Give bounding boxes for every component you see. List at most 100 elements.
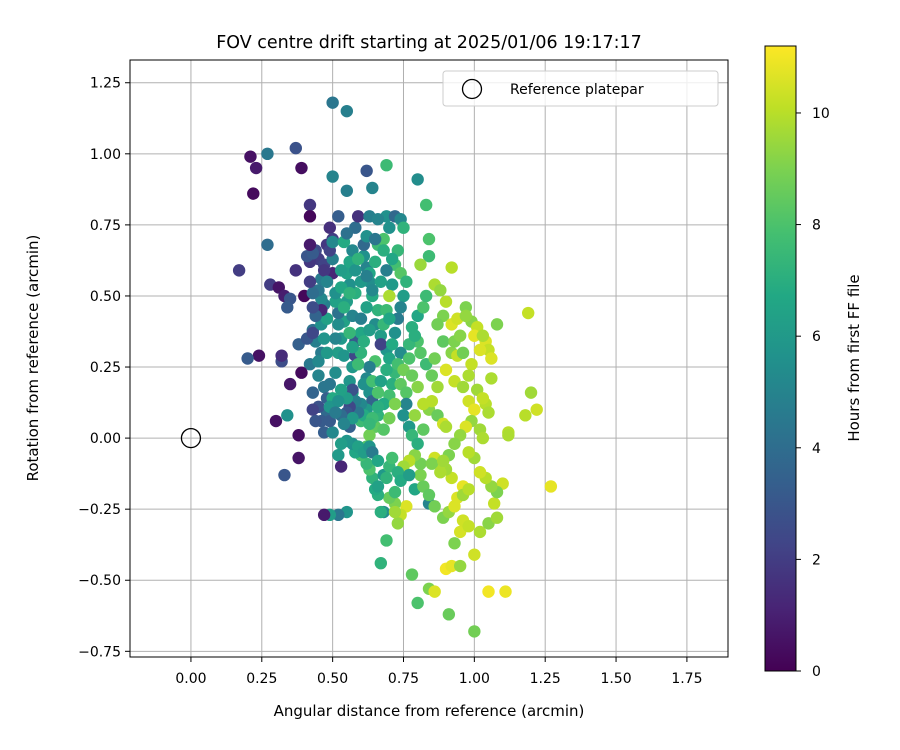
data-point xyxy=(428,585,441,598)
data-point xyxy=(289,141,302,155)
data-point xyxy=(422,232,436,246)
data-point xyxy=(490,511,504,524)
data-point xyxy=(544,480,558,493)
chart-title: FOV centre drift starting at 2025/01/06 … xyxy=(216,33,642,53)
data-point xyxy=(380,471,393,485)
data-point xyxy=(252,349,266,362)
data-point xyxy=(419,289,433,303)
data-point xyxy=(366,181,379,195)
legend-entry-reference: Reference platepar xyxy=(510,82,644,98)
data-point xyxy=(502,429,515,442)
data-point xyxy=(360,269,373,283)
data-point xyxy=(329,406,342,419)
data-point xyxy=(334,264,348,277)
data-point xyxy=(385,338,399,351)
data-point xyxy=(366,375,379,388)
data-point xyxy=(354,312,368,325)
data-point xyxy=(459,309,473,323)
data-point xyxy=(323,377,337,391)
data-point xyxy=(295,161,308,175)
data-point xyxy=(306,301,320,314)
data-point xyxy=(400,386,413,399)
data-point xyxy=(428,500,441,513)
data-point xyxy=(349,264,362,277)
data-point xyxy=(442,608,456,621)
data-point xyxy=(332,394,345,408)
data-point xyxy=(490,318,504,331)
y-tick-label: 1.25 xyxy=(90,76,121,92)
data-point xyxy=(306,326,320,340)
data-point xyxy=(405,568,419,581)
data-point xyxy=(476,431,490,445)
data-point xyxy=(317,426,331,439)
x-axis-label: Angular distance from reference (arcmin) xyxy=(274,702,585,720)
data-point xyxy=(281,409,294,422)
data-point xyxy=(400,275,413,288)
data-point xyxy=(380,363,393,377)
data-point xyxy=(422,488,436,502)
data-point xyxy=(232,264,246,277)
data-point xyxy=(462,520,475,533)
data-point xyxy=(476,329,490,342)
data-point xyxy=(275,349,288,362)
data-point xyxy=(453,559,467,573)
x-tick-label: 0.75 xyxy=(388,671,419,687)
data-point xyxy=(417,397,430,411)
data-point xyxy=(340,184,354,197)
colorbar-label: Hours from first FF file xyxy=(845,274,863,441)
data-point xyxy=(303,275,317,288)
data-point xyxy=(317,332,331,345)
data-point xyxy=(320,275,334,288)
data-point xyxy=(306,386,320,399)
y-tick-label: 0.25 xyxy=(90,360,121,376)
data-point xyxy=(530,403,543,416)
data-point xyxy=(295,366,308,379)
data-point xyxy=(312,369,325,382)
data-point xyxy=(439,363,453,377)
data-point xyxy=(473,466,487,479)
data-point xyxy=(371,480,385,493)
data-point xyxy=(380,158,393,172)
data-point xyxy=(377,232,390,246)
y-tick-label: −0.50 xyxy=(78,573,121,589)
data-point xyxy=(371,386,385,399)
data-point xyxy=(462,446,475,459)
data-point xyxy=(468,625,481,638)
y-tick-label: 1.00 xyxy=(90,147,121,163)
data-point xyxy=(368,232,382,246)
data-point xyxy=(377,244,390,257)
data-point xyxy=(388,485,402,499)
data-point xyxy=(326,235,339,249)
data-point xyxy=(309,414,322,428)
reference-platepar-marker xyxy=(180,427,202,449)
data-point xyxy=(332,448,345,462)
data-point xyxy=(380,264,393,277)
x-tick-label: 1.25 xyxy=(530,671,561,687)
data-point xyxy=(476,392,490,405)
data-point xyxy=(343,286,356,300)
data-point xyxy=(332,508,345,522)
data-point xyxy=(388,326,402,340)
y-tick-label: 0.50 xyxy=(90,289,121,305)
data-point xyxy=(468,329,481,342)
data-point xyxy=(425,457,439,470)
data-point xyxy=(366,284,379,297)
data-point xyxy=(374,275,388,288)
data-point xyxy=(422,249,436,263)
data-point xyxy=(434,284,447,297)
data-point xyxy=(402,352,416,365)
data-point xyxy=(363,417,376,431)
data-point xyxy=(363,323,376,337)
data-point xyxy=(363,360,376,374)
data-point xyxy=(374,338,388,351)
data-point xyxy=(385,278,399,291)
data-point xyxy=(445,261,458,274)
data-point xyxy=(337,417,351,431)
data-point xyxy=(434,466,447,479)
data-point xyxy=(289,264,302,277)
data-point xyxy=(303,210,317,223)
data-point xyxy=(428,352,441,365)
data-point xyxy=(340,227,354,240)
x-tick-label: 1.75 xyxy=(671,671,702,687)
y-tick-label: 0.75 xyxy=(90,218,121,234)
